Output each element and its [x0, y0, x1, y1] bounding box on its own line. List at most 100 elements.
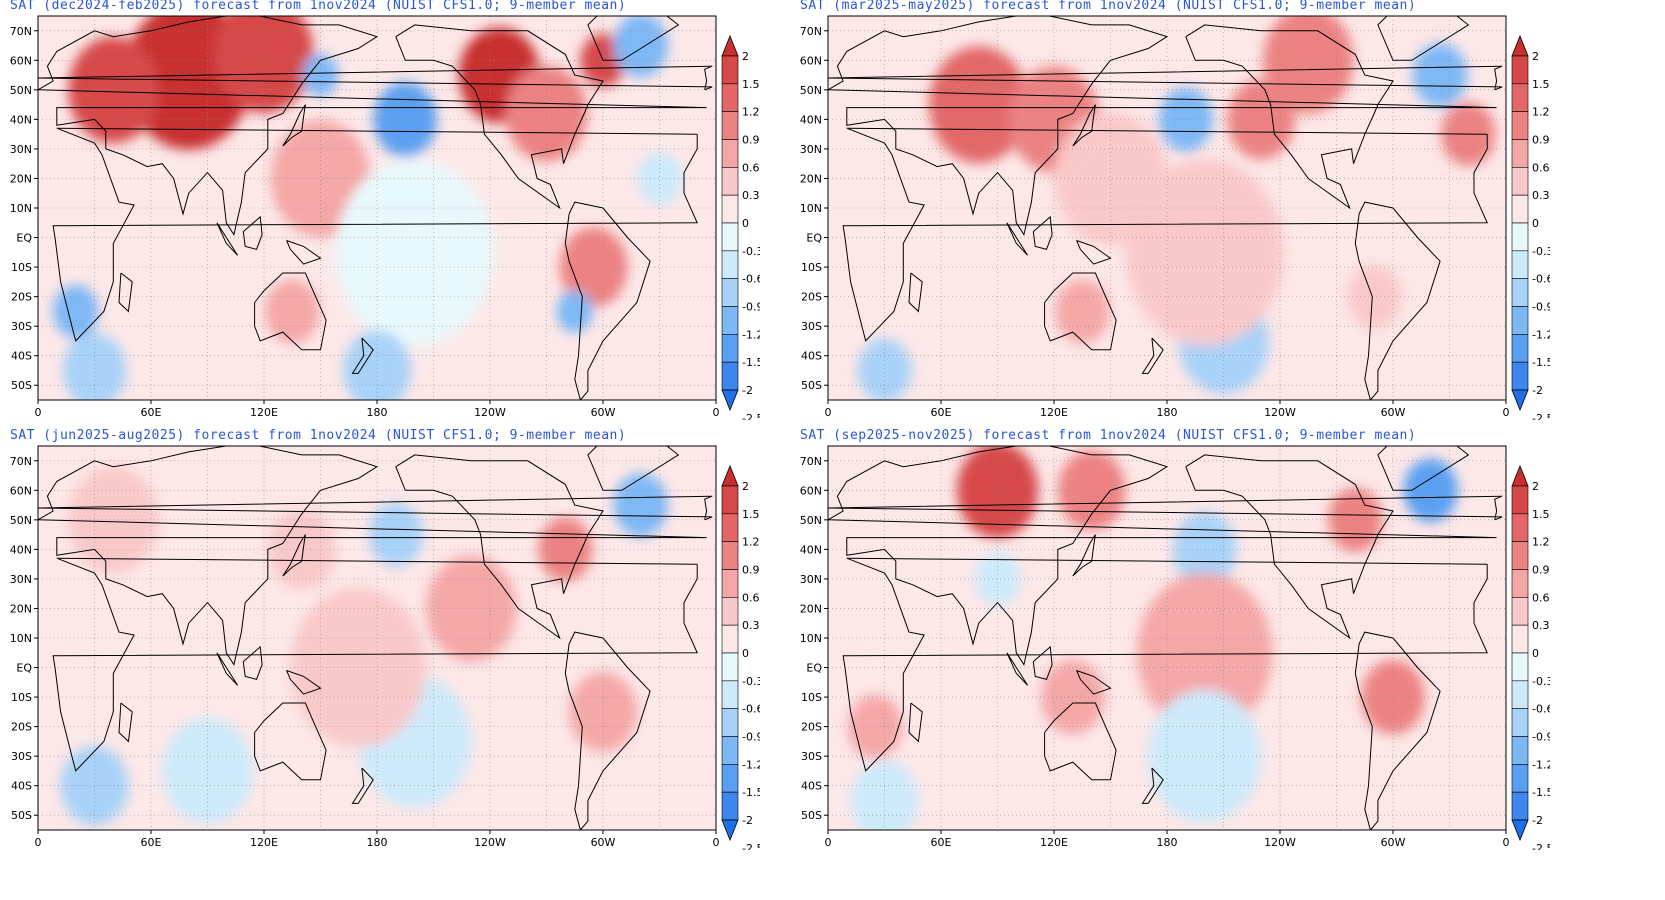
- colorbar-tick-label: -1.2: [742, 328, 760, 341]
- lon-label: 60E: [141, 406, 162, 419]
- coastline: [908, 272, 923, 313]
- coastline: [828, 16, 1497, 236]
- coastline: [282, 104, 306, 147]
- anomaly-blob: [425, 555, 517, 662]
- panel-title: SAT (sep2025-nov2025) forecast from 1nov…: [800, 428, 1417, 443]
- lat-label: 50N: [10, 84, 32, 97]
- colorbar-segment: [721, 361, 739, 391]
- colorbar-tick-label: -0.3: [1532, 245, 1550, 258]
- colorbar-tick-label: 0: [1532, 647, 1539, 660]
- lon-label: 120E: [1040, 406, 1068, 419]
- anomaly-blob: [613, 473, 668, 537]
- lat-label: 30S: [11, 750, 32, 763]
- colorbar-arrow-bottom: [721, 819, 739, 842]
- lon-label: 120W: [474, 406, 506, 419]
- colorbar-segment: [1511, 513, 1529, 542]
- anomaly-blob: [1263, 16, 1354, 114]
- coastline: [286, 240, 322, 265]
- lat-label: 10N: [10, 202, 32, 215]
- colorbar-tick-label: 1.2: [742, 106, 760, 119]
- lat-label: 70N: [800, 25, 822, 38]
- colorbar-tick-label: 0.6: [742, 161, 760, 174]
- lon-label: 120E: [1040, 836, 1068, 849]
- lat-label: 70N: [10, 25, 32, 38]
- colorbar-segment: [721, 334, 739, 363]
- coastline: [1377, 16, 1470, 61]
- colorbar-tick-label: 2: [742, 480, 749, 493]
- coastline: [242, 215, 263, 250]
- colorbar-arrow-top: [721, 34, 739, 57]
- colorbar-segment: [1511, 83, 1529, 112]
- lat-label: 40S: [801, 350, 822, 363]
- colorbar-tick-label: -2: [742, 384, 753, 397]
- colorbar-tick-label: -0.6: [742, 703, 760, 716]
- coastline: [216, 222, 239, 256]
- colorbar-segment: [721, 55, 739, 85]
- lon-label: 120W: [1264, 406, 1296, 419]
- coastline: [1072, 534, 1096, 577]
- coastline: [52, 127, 698, 342]
- colorbar-tick-label: 0.3: [742, 619, 760, 632]
- colorbar-tick-label: 1.5: [742, 508, 760, 521]
- colorbar-arrow-bottom: [1511, 819, 1529, 842]
- lat-label: 30S: [801, 320, 822, 333]
- map-svg: 70N 60N 50N 40N 30N 20N 10N EQ 10S 20S 30S 40S 50S 0 6…: [10, 15, 760, 420]
- lat-label: EQ: [806, 662, 822, 675]
- colorbar-tick-label: 0.3: [742, 189, 760, 202]
- colorbar-segment: [1511, 361, 1529, 391]
- colorbar-segment: [1511, 541, 1529, 570]
- panel-title: SAT (jun2025-aug2025) forecast from 1nov…: [10, 428, 627, 443]
- coastline: [254, 272, 327, 351]
- lat-label: 60N: [10, 54, 32, 67]
- coastline: [1141, 767, 1164, 804]
- coastline: [52, 557, 698, 772]
- colorbar-tick-label: 0.6: [742, 591, 760, 604]
- forecast-panel: SAT (jun2025-aug2025) forecast from 1nov…: [0, 428, 760, 850]
- lat-label: EQ: [16, 662, 32, 675]
- colorbar-segment: [1511, 55, 1529, 85]
- coastline: [216, 652, 239, 686]
- colorbar-tick-label: 1.2: [1532, 106, 1550, 119]
- anomaly-blob: [847, 694, 903, 759]
- lat-label: 10S: [801, 691, 822, 704]
- coastline: [254, 702, 327, 781]
- colorbar-tick-label: 2: [742, 50, 749, 63]
- coastline: [908, 702, 923, 743]
- colorbar-tick-label: -0.9: [1532, 731, 1550, 744]
- coastline: [842, 557, 1488, 772]
- lat-label: 20S: [11, 721, 32, 734]
- coastline: [351, 767, 374, 804]
- coastline: [1032, 215, 1053, 250]
- colorbar-tick-label: -1.2: [742, 758, 760, 771]
- coastline: [564, 631, 651, 830]
- lat-label: 50N: [800, 84, 822, 97]
- lat-label: 50S: [801, 379, 822, 392]
- coastline: [38, 65, 713, 91]
- colorbar-arrow-top: [1511, 34, 1529, 57]
- map-svg: 70N 60N 50N 40N 30N 20N 10N EQ 10S 20S 30S 40S 50S 0 6…: [800, 445, 1550, 850]
- coastline: [828, 446, 1497, 666]
- colorbar-tick-label: 0.6: [1532, 591, 1550, 604]
- colorbar-tick-label: -1.5: [1532, 356, 1550, 369]
- anomaly-blob: [62, 333, 127, 400]
- colorbar-segment: [721, 597, 739, 626]
- coastline: [587, 446, 680, 491]
- lat-label: 70N: [10, 455, 32, 468]
- coastline: [1354, 201, 1441, 400]
- coastline: [38, 446, 707, 666]
- lon-label: 120W: [1264, 836, 1296, 849]
- anomaly-blob: [850, 760, 919, 830]
- colorbar-segment: [1511, 278, 1529, 307]
- coastline: [587, 16, 680, 61]
- lat-label: 10S: [801, 261, 822, 274]
- lon-label: 120E: [250, 406, 278, 419]
- lat-label: 50N: [800, 514, 822, 527]
- map-svg: 70N 60N 50N 40N 30N 20N 10N EQ 10S 20S 30S 40S 50S 0 6…: [800, 15, 1550, 420]
- anomaly-blob: [343, 330, 411, 400]
- colorbar-tick-label: -1.5: [742, 786, 760, 799]
- colorbar-tick-label: 0.3: [1532, 619, 1550, 632]
- colorbar-tick-label: 1.2: [742, 536, 760, 549]
- lat-label: 30N: [800, 573, 822, 586]
- colorbar-tick-label: 0.9: [1532, 134, 1550, 147]
- lon-label: 0: [1503, 406, 1510, 419]
